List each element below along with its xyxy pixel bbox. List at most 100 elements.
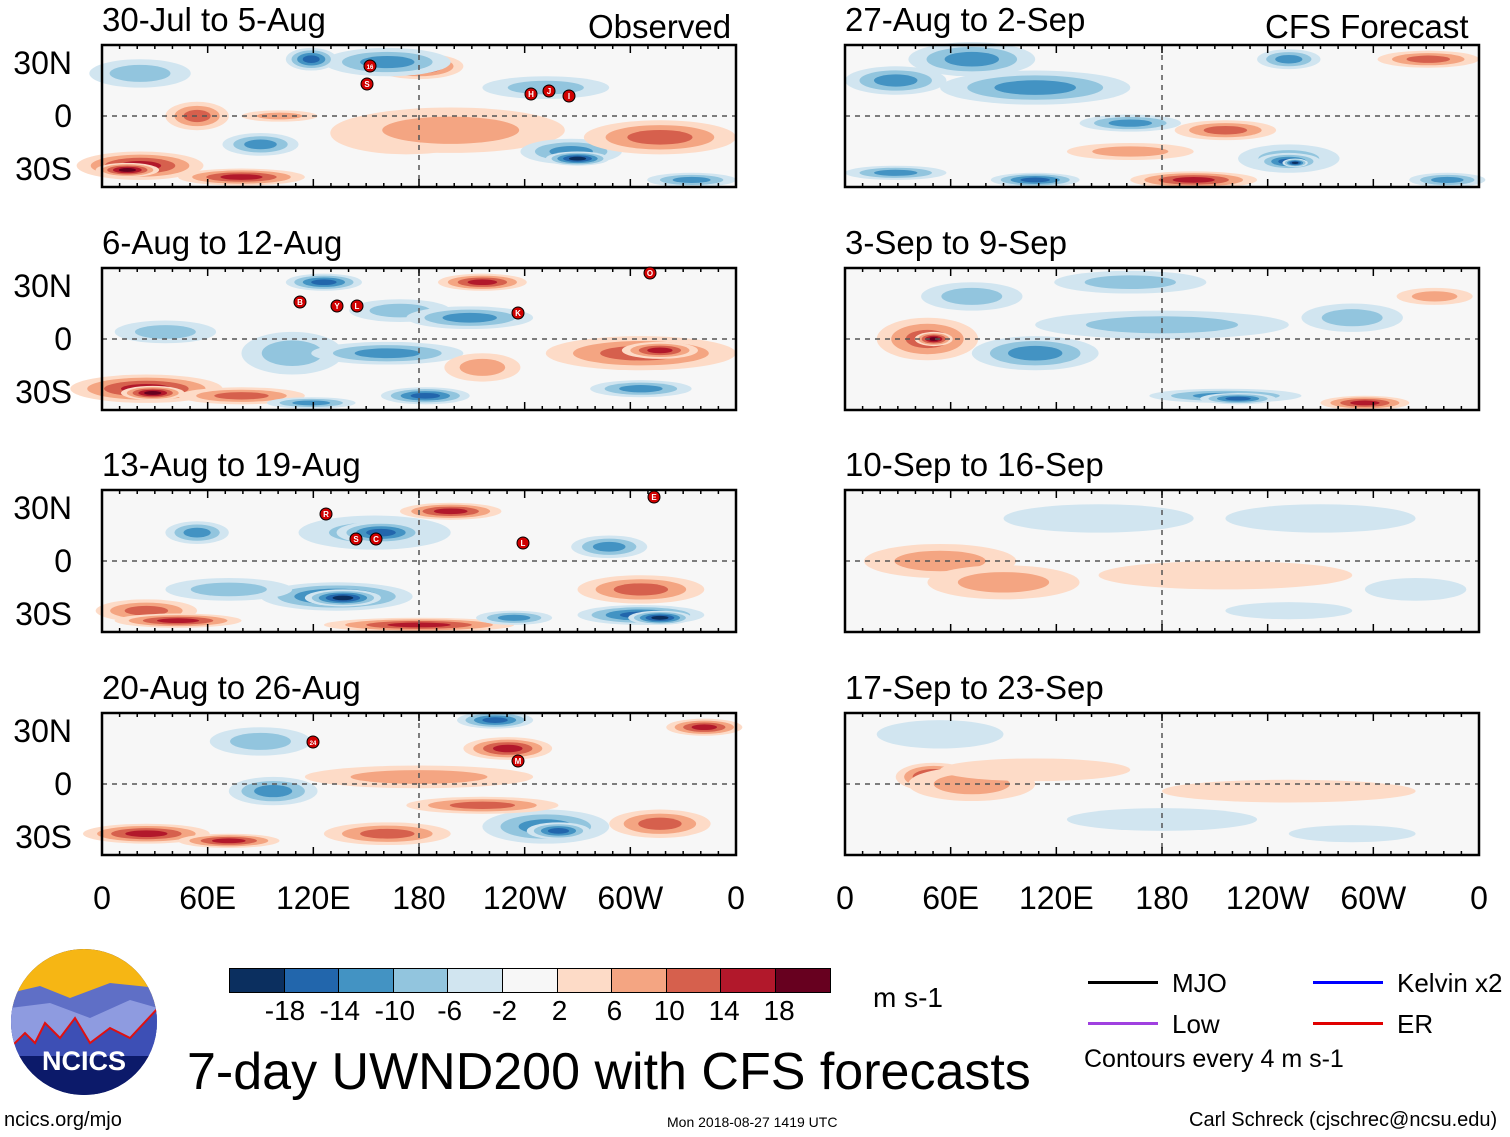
anomaly-contour — [244, 139, 277, 150]
x-tick-label: 120W — [1225, 880, 1310, 916]
storm-label: Y — [334, 302, 340, 311]
anomaly-contour — [1085, 316, 1239, 334]
x-tick-label: 120E — [1018, 880, 1094, 916]
tropical-cyclone-marker: S — [349, 532, 363, 546]
anomaly-contour — [449, 801, 516, 809]
anomaly-contour — [230, 732, 291, 750]
colorbar-tick-label: -14 — [319, 995, 361, 1026]
colorbar-swatch — [448, 969, 503, 992]
anomaly-contour — [592, 541, 626, 552]
anomaly-contour — [1008, 345, 1063, 361]
anomaly-contour — [651, 615, 669, 620]
colorbar-swatch — [393, 969, 449, 992]
colorbar-swatch — [284, 969, 340, 992]
anomaly-contour — [928, 337, 939, 341]
colorbar-swatch — [339, 969, 394, 992]
anomaly-contour — [211, 838, 246, 844]
x-tick-label: 60W — [597, 880, 664, 916]
anomaly-contour — [382, 116, 520, 144]
anomaly-contour — [144, 391, 162, 395]
anomaly-contour — [1172, 177, 1215, 183]
y-tick-label: 30S — [15, 596, 72, 632]
tropical-cyclone-marker: M — [511, 754, 525, 768]
panel-title: 27-Aug to 2-Sep — [845, 1, 1086, 38]
colorbar-swatch — [502, 969, 558, 992]
source-link[interactable]: ncics.org/mjo — [4, 1109, 122, 1131]
anomaly-contour — [568, 156, 587, 161]
panel-title: 20-Aug to 26-Aug — [102, 669, 361, 706]
panel-title: 6-Aug to 12-Aug — [102, 224, 343, 261]
anomaly-contour — [332, 595, 354, 601]
map-panel: R S C L E — [95, 488, 738, 634]
anomaly-contour — [1098, 561, 1353, 590]
anomaly-contour — [109, 64, 171, 82]
colorbar-tick-label: -6 — [437, 995, 463, 1026]
anomaly-contour — [360, 828, 415, 839]
panel-title: 30-Jul to 5-Aug — [102, 1, 326, 38]
storm-label: 16 — [367, 65, 374, 71]
x-tick-label: 0 — [727, 880, 745, 916]
anomaly-contour — [672, 176, 711, 183]
anomaly-contour — [183, 527, 211, 538]
tropical-cyclone-marker: H — [524, 87, 538, 101]
logo-text: NCICS — [42, 1046, 126, 1076]
anomaly-contour — [941, 287, 1003, 305]
tropical-cyclone-marker: Y — [330, 299, 344, 313]
y-tick-label: 30N — [13, 490, 72, 526]
x-tick-label: 180 — [392, 880, 446, 916]
storm-label: O — [647, 269, 653, 278]
map-panel: 16 S H J I — [76, 43, 738, 189]
map-panel: B Y L K O — [70, 266, 738, 412]
storm-label: S — [353, 535, 359, 544]
y-tick-label: 0 — [54, 543, 72, 579]
legend-line — [1088, 981, 1158, 984]
anomaly-contour — [256, 112, 303, 120]
anomaly-contour — [1430, 176, 1464, 183]
panel-title: 10-Sep to 16-Sep — [845, 446, 1104, 483]
panel-title: 17-Sep to 23-Sep — [845, 669, 1104, 706]
legend-line — [1313, 981, 1383, 984]
anomaly-contour — [1084, 275, 1176, 290]
x-tick-label: 120E — [275, 880, 351, 916]
anomaly-contour — [311, 279, 337, 286]
panel-title: 13-Aug to 19-Aug — [102, 446, 361, 483]
author: Carl Schreck (cjschrec@ncsu.edu) — [1189, 1109, 1498, 1131]
storm-label: H — [528, 90, 534, 99]
anomaly-contour — [1321, 309, 1383, 327]
anomaly-contour — [627, 129, 693, 145]
tropical-cyclone-marker: 24 — [306, 735, 320, 749]
colorbar-swatch — [775, 969, 830, 992]
timestamp: Mon 2018-08-27 1419 UTC — [667, 1114, 838, 1130]
anomaly-contour — [410, 392, 441, 399]
anomaly-contour — [1003, 504, 1194, 533]
colorbar-tick-label: 14 — [708, 995, 740, 1026]
tropical-cyclone-marker: O — [643, 266, 657, 280]
anomaly-contour — [220, 174, 263, 180]
tropical-cyclone-marker: I — [562, 89, 576, 103]
storm-label: R — [323, 510, 329, 519]
anomaly-contour — [1203, 125, 1248, 135]
anomaly-contour — [183, 109, 211, 123]
anomaly-contour — [467, 279, 498, 286]
colorbar-tick-label: -2 — [492, 995, 518, 1026]
anomaly-contour — [214, 392, 269, 400]
colorbar-units: m s-1 — [873, 982, 943, 1013]
anomaly-contour — [497, 614, 531, 621]
y-tick-label: 30N — [13, 45, 72, 81]
storm-label: C — [373, 535, 379, 544]
storm-label: J — [547, 87, 551, 96]
anomaly-contour — [547, 828, 570, 834]
y-tick-label: 30N — [13, 713, 72, 749]
panel-title: 3-Sep to 9-Sep — [845, 224, 1067, 261]
forecast-label: CFS Forecast — [1265, 8, 1469, 45]
anomaly-contour — [482, 717, 508, 723]
anomaly-contour — [459, 358, 506, 376]
storm-label: I — [568, 92, 570, 101]
storm-label: S — [364, 80, 370, 89]
anomaly-contour — [1092, 146, 1169, 157]
y-tick-label: 0 — [54, 766, 72, 802]
colorbar-swatch — [612, 969, 667, 992]
x-tick-label: 0 — [1470, 880, 1488, 916]
anomaly-contour — [1288, 825, 1416, 843]
legend-label: Kelvin x2 — [1397, 968, 1503, 998]
